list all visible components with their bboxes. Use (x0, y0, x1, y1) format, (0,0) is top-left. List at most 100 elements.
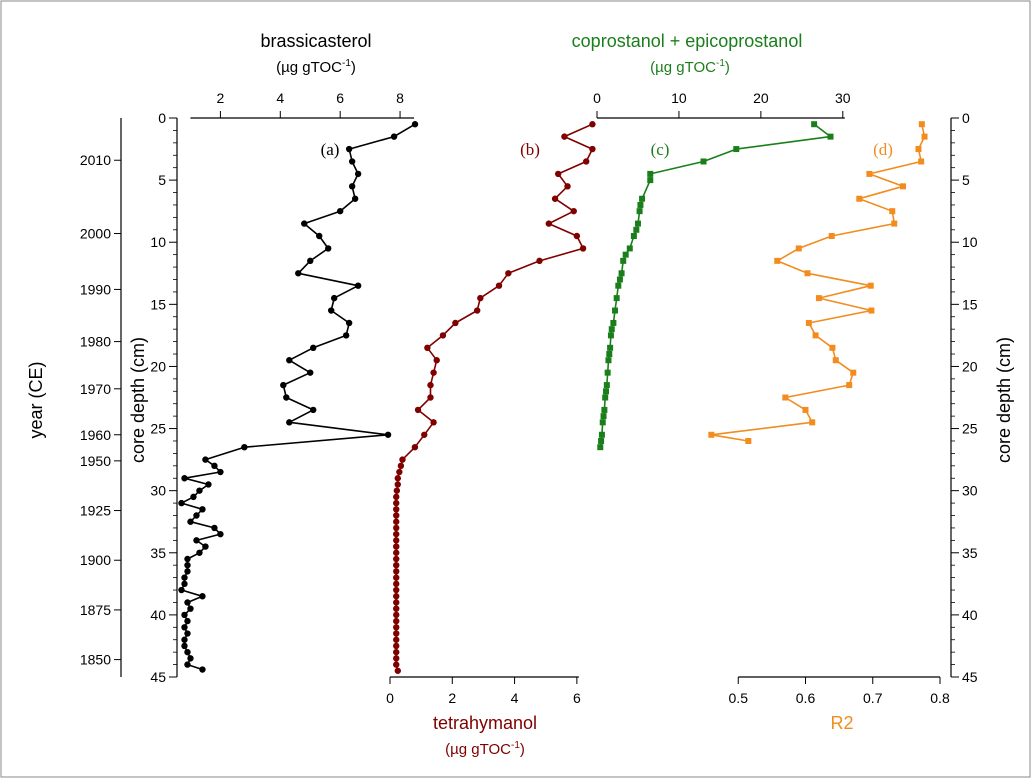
data-point-d-20 (850, 369, 857, 376)
data-point-b-24 (430, 419, 437, 426)
data-point-a-47 (181, 580, 188, 588)
data-point-c-27 (603, 382, 610, 389)
data-point-c-10 (633, 226, 640, 233)
data-point-b-2 (589, 145, 596, 153)
data-point-d-10 (795, 245, 802, 252)
year-tick-label-1850: 1850 (80, 652, 111, 668)
data-point-b-32 (393, 487, 401, 494)
data-point-a-42 (196, 549, 203, 556)
data-point-b-52 (393, 611, 400, 619)
data-point-b-29 (396, 468, 403, 476)
data-point-c-3 (700, 158, 707, 165)
year-tick-label-1950: 1950 (80, 453, 111, 469)
data-point-a-41 (202, 543, 209, 550)
data-point-b-35 (393, 506, 400, 513)
year-axis-label: year (CE) (26, 361, 46, 438)
data-point-a-15 (327, 307, 335, 314)
data-point-c-17 (615, 282, 622, 289)
data-point-a-4 (354, 170, 362, 178)
panel-title-c: coprostanol + epicoprostanol (572, 31, 803, 51)
data-point-d-23 (802, 406, 809, 413)
data-point-a-45 (184, 568, 191, 575)
data-point-c-8 (636, 208, 643, 215)
data-point-c-7 (637, 201, 644, 208)
depth-tick-label-left-35: 35 (150, 545, 166, 561)
data-point-b-31 (394, 481, 401, 488)
value-tick-label-b: 6 (573, 690, 581, 706)
value-tick-label-c: 30 (835, 90, 851, 106)
panel-c: 0 10 20 30 coprostanol + epicoprostanol (c) (572, 31, 851, 451)
depth-tick-label-right-5: 5 (962, 172, 970, 188)
data-point-c-34 (598, 437, 605, 444)
data-point-a-18 (310, 344, 317, 352)
data-point-b-19 (433, 357, 440, 364)
data-point-c-28 (603, 388, 610, 395)
data-point-b-49 (393, 593, 400, 600)
data-point-a-38 (211, 524, 218, 532)
year-tick-label-1990: 1990 (80, 281, 111, 297)
depth-tick-label-right-15: 15 (962, 296, 978, 312)
data-point-a-2 (345, 145, 353, 153)
data-point-b-38 (393, 524, 400, 532)
data-point-d-14 (815, 295, 822, 302)
data-point-a-54 (181, 624, 188, 631)
data-point-a-25 (384, 431, 392, 438)
data-point-b-12 (505, 270, 512, 277)
depth-tick-label-right-45: 45 (962, 669, 978, 685)
data-point-b-5 (564, 183, 571, 190)
data-point-a-43 (184, 555, 191, 563)
data-point-d-21 (846, 382, 853, 389)
data-point-b-36 (393, 512, 400, 519)
depth-tick-label-right-10: 10 (962, 234, 978, 250)
panel-unit-a: (µg gTOC-1) (276, 58, 356, 76)
data-point-d-7 (889, 208, 896, 215)
data-point-b-34 (393, 499, 400, 507)
data-point-c-1 (827, 133, 834, 140)
panel-d: 0.5 0.6 0.7 0.8 R2 (d) (708, 121, 950, 733)
data-point-a-14 (330, 294, 338, 302)
data-point-c-11 (630, 233, 637, 240)
data-point-b-56 (393, 636, 400, 643)
data-point-a-46 (181, 574, 188, 581)
year-tick-label-1875: 1875 (80, 602, 111, 618)
data-point-a-1 (390, 133, 398, 140)
data-point-b-57 (393, 642, 400, 650)
data-point-a-29 (217, 468, 224, 476)
data-point-a-33 (190, 493, 197, 501)
data-point-c-22 (607, 332, 614, 339)
data-point-a-31 (205, 481, 212, 488)
data-point-c-9 (634, 220, 641, 227)
data-point-c-32 (599, 419, 606, 426)
data-point-b-30 (394, 475, 401, 482)
data-point-c-0 (811, 121, 818, 128)
data-point-d-19 (832, 357, 839, 364)
data-point-a-28 (211, 462, 218, 470)
data-point-a-3 (348, 158, 356, 165)
data-point-d-6 (856, 195, 863, 202)
data-point-d-0 (918, 121, 925, 128)
data-point-a-0 (411, 121, 419, 128)
data-point-a-8 (301, 220, 308, 227)
value-tick-label-b: 2 (448, 690, 456, 706)
value-tick-label-a: 8 (396, 90, 404, 106)
depth-tick-label-left-20: 20 (150, 358, 166, 374)
data-point-b-25 (421, 431, 428, 438)
panel-b: 0 2 4 6 tetrahymanol (b) (386, 121, 596, 733)
data-point-b-1 (561, 133, 568, 140)
data-point-d-5 (900, 183, 907, 190)
value-tick-label-c: 20 (753, 90, 769, 106)
data-point-c-24 (606, 351, 613, 358)
data-point-b-43 (393, 555, 400, 563)
value-tick-label-b: 0 (386, 690, 394, 706)
data-point-c-12 (626, 245, 633, 252)
data-point-d-25 (708, 431, 715, 438)
data-point-b-47 (393, 580, 400, 588)
data-point-a-44 (184, 562, 191, 569)
panel-label-a: (a) (321, 140, 340, 159)
data-point-a-11 (307, 257, 314, 265)
data-point-a-32 (196, 487, 203, 494)
data-point-b-14 (477, 294, 484, 302)
data-point-b-0 (589, 121, 596, 128)
data-point-a-50 (184, 599, 191, 606)
data-point-b-15 (474, 307, 481, 314)
